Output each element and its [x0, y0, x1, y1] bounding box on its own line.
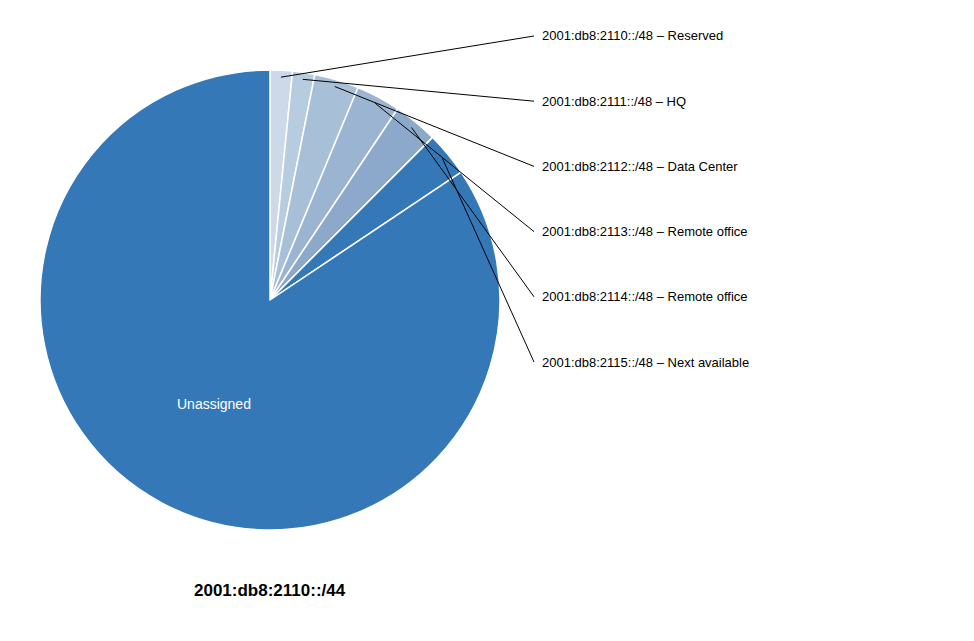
- svg-text:2001:db8:2110::/44: 2001:db8:2110::/44: [194, 581, 346, 600]
- svg-text:2001:db8:2110::/48 – Reserved: 2001:db8:2110::/48 – Reserved: [542, 28, 723, 43]
- svg-text:2001:db8:2114::/48 – Remote of: 2001:db8:2114::/48 – Remote office: [542, 289, 748, 304]
- svg-text:2001:db8:2112::/48 – Data Cent: 2001:db8:2112::/48 – Data Center: [542, 159, 738, 174]
- svg-text:Unassigned: Unassigned: [177, 396, 251, 412]
- svg-text:2001:db8:2115::/48 – Next avai: 2001:db8:2115::/48 – Next available: [542, 355, 749, 370]
- svg-text:2001:db8:2111::/48 – HQ: 2001:db8:2111::/48 – HQ: [542, 94, 686, 109]
- svg-text:2001:db8:2113::/48 – Remote of: 2001:db8:2113::/48 – Remote office: [542, 224, 748, 239]
